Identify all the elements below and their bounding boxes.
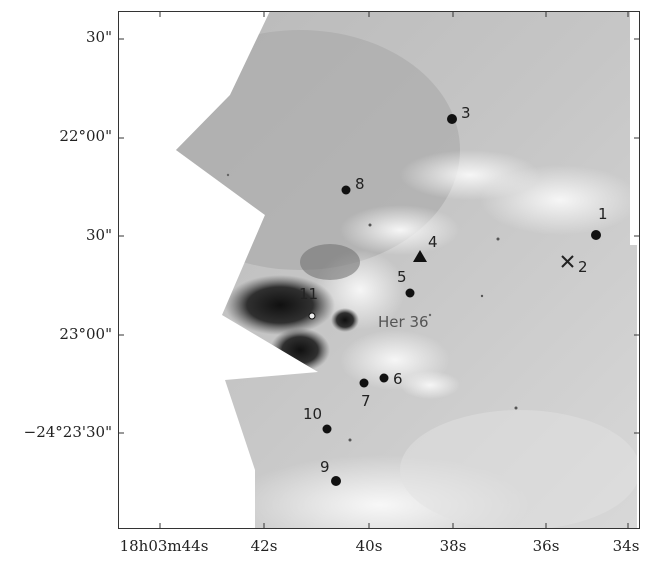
x-tick-label: 42s — [250, 537, 278, 555]
source-4-marker — [413, 250, 427, 262]
y-tick-label: 30" — [86, 28, 112, 46]
source-7-marker — [359, 378, 369, 388]
source-label-6: 6 — [393, 370, 403, 388]
source-11-marker — [308, 312, 316, 320]
source-3-marker — [447, 114, 457, 124]
x-tick-label: 38s — [439, 537, 467, 555]
source-8-marker — [341, 185, 351, 195]
y-tick-label: 23°00" — [59, 325, 112, 343]
source-label-11: 11 — [299, 285, 319, 303]
plot-frame — [118, 11, 640, 529]
source-5-marker — [405, 288, 415, 298]
source-label-5: 5 — [397, 268, 407, 286]
source-6-marker — [379, 373, 389, 383]
source-2-marker — [561, 255, 574, 268]
source-label-3: 3 — [461, 104, 471, 122]
y-tick-label: 22°00" — [59, 127, 112, 145]
field-label-her36: Her 36 — [378, 313, 429, 331]
source-9-marker — [331, 476, 341, 486]
source-label-4: 4 — [428, 233, 438, 251]
y-tick-label: 30" — [86, 226, 112, 244]
x-tick-label: 40s — [355, 537, 383, 555]
source-label-1: 1 — [598, 205, 608, 223]
source-label-9: 9 — [320, 458, 330, 476]
y-tick-label: −24°23'30" — [23, 423, 112, 441]
x-tick-label: 18h03m44s — [119, 537, 209, 555]
x-tick-label: 34s — [612, 537, 640, 555]
source-label-7: 7 — [361, 392, 371, 410]
source-label-2: 2 — [578, 258, 588, 276]
mosaic-field — [176, 11, 637, 529]
source-label-10: 10 — [303, 405, 323, 423]
x-tick-label: 36s — [532, 537, 560, 555]
source-markers — [308, 114, 601, 486]
source-1-marker — [591, 230, 601, 240]
source-10-marker — [322, 424, 332, 434]
source-label-8: 8 — [355, 175, 365, 193]
